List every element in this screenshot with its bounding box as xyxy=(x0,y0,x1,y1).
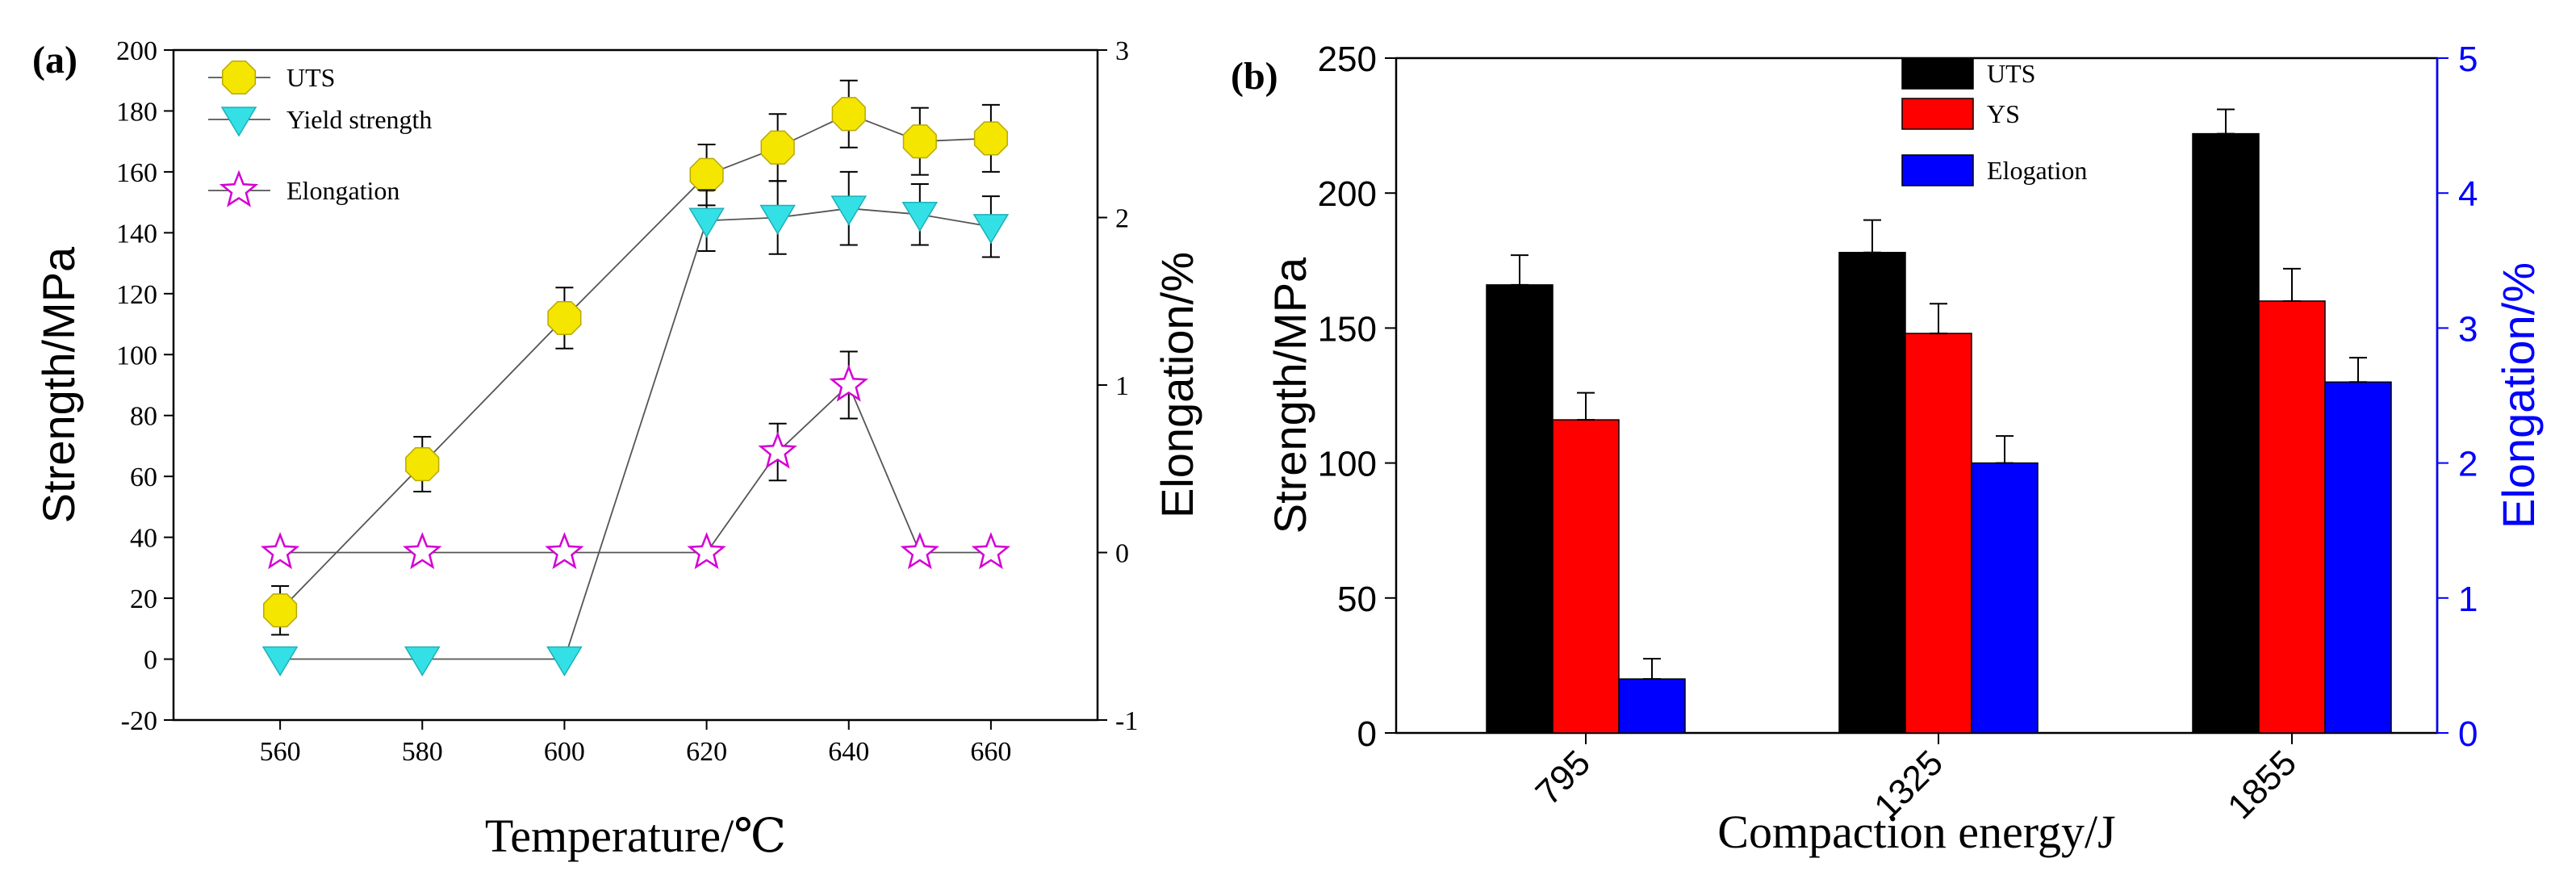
bar-ys xyxy=(1552,419,1620,734)
y-tick-label: 200 xyxy=(1318,174,1377,214)
y2-tick-label: -1 xyxy=(1115,706,1138,736)
data-point-yield-strength xyxy=(688,207,725,238)
y-tick-label: 120 xyxy=(116,280,157,310)
data-point-elongation xyxy=(260,532,300,570)
y2-tick-label: 5 xyxy=(2458,40,2478,79)
data-point-elongation xyxy=(758,431,797,469)
y-tick-label: 60 xyxy=(130,463,157,492)
bar-elogation xyxy=(2324,381,2392,734)
data-point-yield-strength xyxy=(972,214,1010,245)
x-tick-label: 1855 xyxy=(2220,743,2304,827)
data-point-uts xyxy=(831,97,866,132)
y2-tick-label: 0 xyxy=(2458,714,2478,754)
x-tick-label: 580 xyxy=(402,737,443,767)
bar-ys xyxy=(2258,300,2326,734)
y-tick-label: -20 xyxy=(121,706,157,736)
data-point-yield-strength xyxy=(404,646,441,677)
y-tick-label: 20 xyxy=(130,584,157,614)
x-tick-label: 620 xyxy=(686,737,727,767)
y-axis-title: Strength/MPa xyxy=(1265,257,1315,534)
y2-tick-label: 1 xyxy=(1115,371,1129,401)
x-tick-label: 795 xyxy=(1528,743,1599,813)
legend-label-uts: UTS xyxy=(1987,59,2035,88)
legend-label-ys: YS xyxy=(1987,99,2020,128)
x-tick-label: 600 xyxy=(544,737,585,767)
x-tick-label: 640 xyxy=(828,737,869,767)
y2-axis-title: Elongation/% xyxy=(2493,262,2544,529)
y-tick-label: 50 xyxy=(1337,580,1377,619)
y2-tick-label: 3 xyxy=(1115,36,1129,66)
data-point-yield-strength xyxy=(830,195,868,226)
legend-swatch-uts xyxy=(1901,57,1974,90)
panel-a-frame xyxy=(172,48,1099,722)
y2-tick-label: 2 xyxy=(1115,204,1129,234)
legend-marker-yield-strength xyxy=(220,107,257,137)
bar-uts xyxy=(1838,252,1906,734)
data-point-uts xyxy=(405,447,440,482)
data-point-yield-strength xyxy=(901,201,939,232)
y-tick-label: 80 xyxy=(130,402,157,432)
y2-axis-title: Elongation/% xyxy=(1152,252,1202,518)
y-tick-label: 140 xyxy=(116,219,157,249)
y2-tick-label: 0 xyxy=(1115,539,1129,569)
data-point-elongation xyxy=(900,532,939,570)
data-point-yield-strength xyxy=(759,204,796,235)
y-tick-label: 0 xyxy=(1357,714,1377,754)
bar-ys xyxy=(1905,333,1972,734)
data-point-elongation xyxy=(971,532,1011,570)
y2-tick-label: 2 xyxy=(2458,445,2478,484)
data-point-uts xyxy=(902,124,937,159)
y-tick-label: 150 xyxy=(1318,309,1377,349)
y-tick-label: 40 xyxy=(130,524,157,554)
data-point-yield-strength xyxy=(546,646,583,677)
legend-swatch-ys xyxy=(1901,98,1974,130)
data-point-uts xyxy=(689,157,724,192)
bar-elogation xyxy=(1971,462,2039,734)
x-axis-title: Temperature/℃ xyxy=(485,810,786,862)
legend-marker-uts xyxy=(221,60,257,95)
legend-label-uts: UTS xyxy=(286,63,335,92)
data-point-uts xyxy=(760,130,795,165)
data-point-elongation xyxy=(545,532,584,570)
data-point-elongation xyxy=(403,532,442,570)
y-tick-label: 160 xyxy=(116,158,157,188)
y2-tick-label: 4 xyxy=(2458,174,2478,214)
x-axis-title: Compaction energy/J xyxy=(1717,806,2115,858)
legend-label-yield-strength: Yield strength xyxy=(286,105,432,134)
data-point-elongation xyxy=(687,532,726,570)
panel-b-label: (b) xyxy=(1231,55,1278,98)
panel-a-label: (a) xyxy=(32,39,77,82)
series-line-yield-strength xyxy=(280,207,992,660)
y-axis-title: Strength/MPa xyxy=(33,246,84,523)
bar-uts xyxy=(2192,132,2260,734)
data-point-uts xyxy=(547,300,582,336)
data-point-uts xyxy=(263,593,298,628)
bar-elogation xyxy=(1618,678,1686,734)
x-tick-label: 660 xyxy=(970,737,1011,767)
legend-label-elongation: Elongation xyxy=(286,176,399,205)
y-tick-label: 250 xyxy=(1318,40,1377,79)
y-tick-label: 100 xyxy=(116,341,157,371)
y2-tick-label: 1 xyxy=(2458,580,2478,619)
series-line-elongation xyxy=(280,383,991,554)
data-point-yield-strength xyxy=(261,646,299,677)
y-tick-label: 200 xyxy=(116,36,157,66)
legend-swatch-elogation xyxy=(1901,154,1974,186)
y2-tick-label: 3 xyxy=(2458,309,2478,349)
y-tick-label: 180 xyxy=(116,97,157,127)
y-tick-label: 0 xyxy=(144,646,157,676)
x-tick-label: 560 xyxy=(260,737,301,767)
legend-marker-elongation xyxy=(219,170,259,207)
legend-label-elogation: Elogation xyxy=(1987,156,2087,185)
bar-uts xyxy=(1486,284,1554,734)
data-point-elongation xyxy=(829,364,868,402)
data-point-uts xyxy=(973,121,1008,156)
y-tick-label: 100 xyxy=(1318,445,1377,484)
